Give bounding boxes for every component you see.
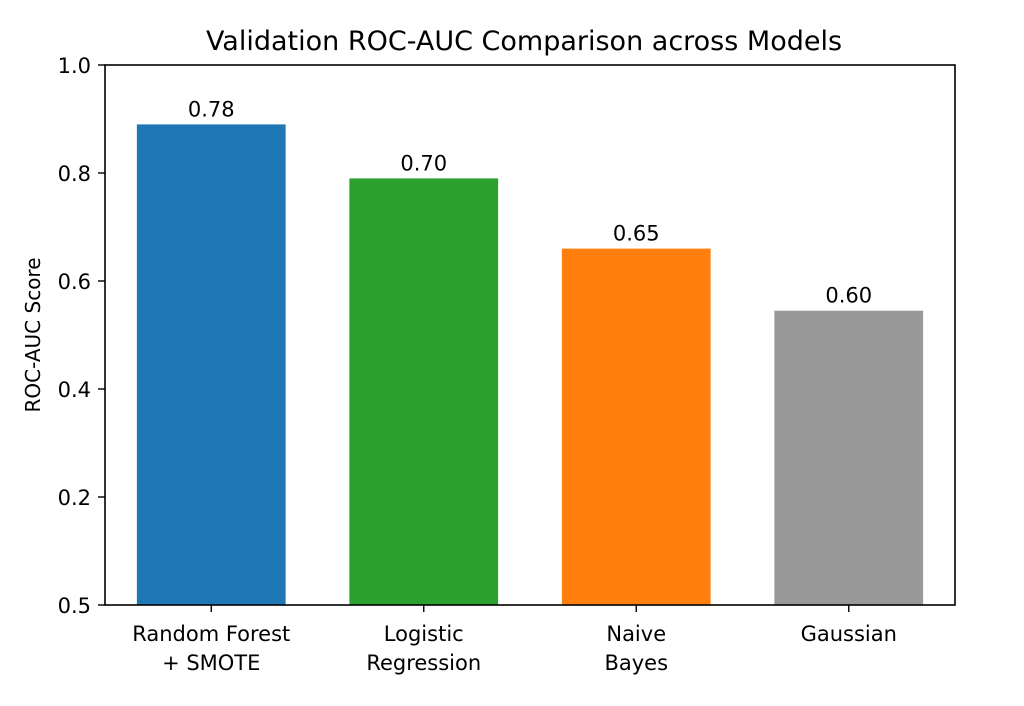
- bar-0: [136, 124, 286, 606]
- x-tick-label-1-0: Logistic: [384, 622, 464, 646]
- chart-title: Validation ROC-AUC Comparison across Mod…: [206, 26, 842, 57]
- x-tick-label-1-1: Regression: [366, 651, 481, 675]
- x-tick-label-2-0: Naive: [606, 622, 666, 646]
- x-tick-label-3-0: Gaussian: [801, 622, 897, 646]
- y-tick-label-3: 0.6: [58, 270, 91, 294]
- x-tick-label-0-0: Random Forest: [132, 622, 290, 646]
- bar-2: [561, 248, 711, 605]
- bar-3: [774, 310, 924, 605]
- bar-value-label-1: 0.70: [400, 151, 447, 175]
- bar-value-label-2: 0.65: [613, 222, 660, 246]
- y-tick-label-1: 0.2: [58, 486, 91, 510]
- y-axis-label: ROC-AUC Score: [21, 257, 45, 412]
- bars-layer: [136, 124, 924, 606]
- bar-value-label-0: 0.78: [188, 97, 235, 121]
- x-ticks-layer: Random Forest + SMOTE Logistic Regression Na…: [132, 605, 897, 675]
- value-labels-layer: 0.78 0.70 0.65 0.60: [188, 97, 872, 307]
- plot-area-frame: [104, 64, 956, 606]
- x-tick-label-2-1: Bayes: [604, 651, 668, 675]
- y-tick-label-4: 0.8: [58, 162, 91, 186]
- y-tick-label-5: 1.0: [58, 54, 91, 78]
- y-tick-label-2: 0.4: [58, 378, 91, 402]
- bar-value-label-3: 0.60: [825, 284, 872, 308]
- bar-1: [349, 178, 499, 605]
- y-tick-label-0: 0.5: [58, 594, 91, 618]
- y-ticks-layer: 0.5 0.2 0.4 0.6 0.8 1.0: [58, 54, 105, 618]
- x-tick-label-0-1: + SMOTE: [162, 651, 260, 675]
